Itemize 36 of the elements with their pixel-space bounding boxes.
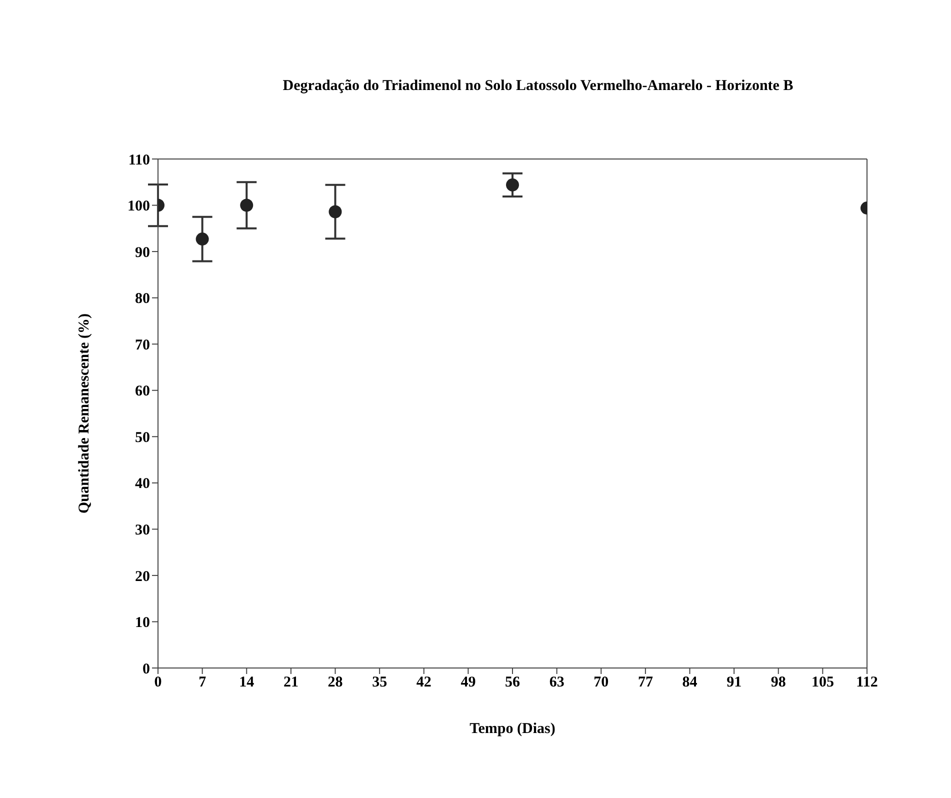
y-tick-label: 70 xyxy=(135,337,150,354)
x-tick-label: 84 xyxy=(682,674,698,691)
y-tick-label: 40 xyxy=(135,476,150,492)
y-tick-label: 80 xyxy=(135,291,150,308)
y-tick-label: 60 xyxy=(135,384,150,400)
x-tick-label: 98 xyxy=(770,674,786,691)
y-tick-label: 110 xyxy=(128,152,150,168)
point xyxy=(196,232,209,246)
x-tick-label: 0 xyxy=(154,674,162,691)
x-axis-title: Tempo (Dias) xyxy=(470,721,556,737)
x-tick-label: 77 xyxy=(638,674,654,691)
x-tick-label: 49 xyxy=(460,674,476,691)
y-tick-label: 90 xyxy=(135,244,150,261)
x-tick-label: 14 xyxy=(239,674,255,691)
y-tick-label: 100 xyxy=(128,198,150,215)
point xyxy=(240,198,254,212)
y-tick-label: 50 xyxy=(135,430,150,446)
y-tick-label: 20 xyxy=(135,568,150,585)
point xyxy=(506,178,519,192)
y-tick-label: 0 xyxy=(142,661,150,678)
x-tick-label: 35 xyxy=(372,674,388,691)
y-axis-title: Quantidade Remanescente (%) xyxy=(76,314,92,514)
point xyxy=(328,205,342,218)
x-tick-label: 7 xyxy=(198,674,207,691)
x-tick-label: 70 xyxy=(594,674,609,691)
y-tick-label: 30 xyxy=(135,522,150,539)
x-tick-label: 42 xyxy=(416,674,432,691)
x-tick-label: 112 xyxy=(856,674,878,691)
x-tick-label: 28 xyxy=(328,674,343,691)
x-tick-label: 63 xyxy=(549,674,564,691)
x-tick-label: 105 xyxy=(811,674,834,691)
y-tick-label: 10 xyxy=(135,615,150,632)
chart-title: Degradação do Triadimenol no Solo Latossolo Vermelho-Amarelo - Horizonte B xyxy=(282,78,794,95)
x-tick-label: 56 xyxy=(505,674,520,691)
x-tick-label: 21 xyxy=(283,674,298,691)
x-tick-label: 91 xyxy=(726,674,742,691)
